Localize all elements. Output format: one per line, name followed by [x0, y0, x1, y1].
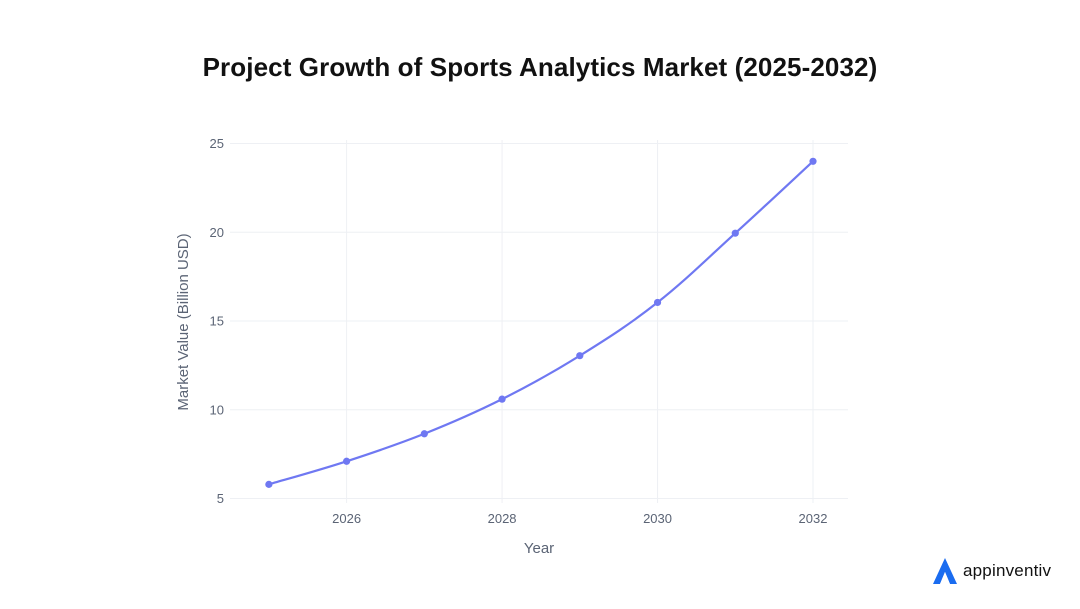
y-axis-ticks: 5 10 15 20 25 — [210, 136, 224, 506]
data-point-2025[interactable] — [265, 480, 273, 488]
y-tick-label: 20 — [210, 225, 224, 240]
x-tick-label: 2032 — [799, 511, 828, 526]
x-tick-label: 2026 — [332, 511, 361, 526]
series-line — [268, 160, 814, 486]
chart-title: Project Growth of Sports Analytics Marke… — [202, 52, 878, 82]
grid — [230, 140, 848, 503]
brand-logo: appinventiv — [931, 556, 1051, 586]
y-tick-label: 5 — [217, 491, 224, 506]
series — [265, 157, 817, 488]
x-tick-label: 2030 — [643, 511, 672, 526]
data-point-2029[interactable] — [576, 352, 584, 360]
data-point-2027[interactable] — [420, 430, 428, 438]
y-tick-label: 10 — [210, 402, 224, 417]
data-point-2032[interactable] — [809, 157, 817, 165]
data-point-2028[interactable] — [498, 395, 506, 403]
y-axis-title: Market Value (Billion USD) — [175, 233, 192, 410]
y-tick-label: 15 — [210, 314, 224, 329]
x-axis-title: Year — [524, 540, 554, 557]
data-point-2026[interactable] — [343, 457, 351, 465]
y-tick-label: 25 — [210, 136, 224, 151]
brand-name: appinventiv — [963, 561, 1052, 580]
data-point-2031[interactable] — [731, 229, 739, 237]
data-point-2030[interactable] — [653, 298, 662, 307]
x-axis-ticks: 2026 2028 2030 2032 — [332, 511, 827, 526]
appinventiv-logo-icon — [933, 558, 957, 584]
x-tick-label: 2028 — [488, 511, 517, 526]
